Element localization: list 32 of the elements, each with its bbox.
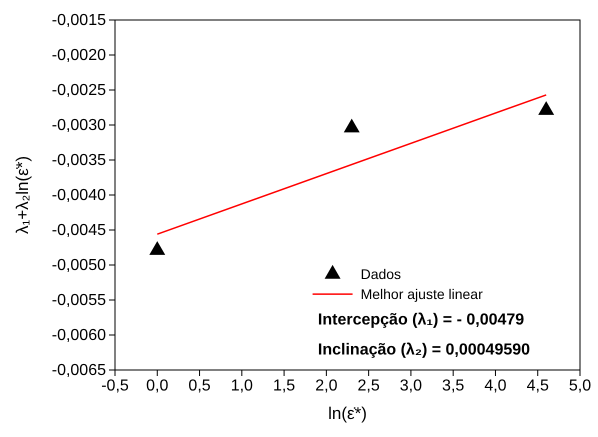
- x-tick-label: 4,5: [526, 377, 549, 394]
- x-tick-label: 3,0: [400, 377, 422, 394]
- x-tick-label: 0,5: [188, 377, 211, 394]
- x-axis-title: ln(ε̇*): [328, 404, 367, 423]
- x-tick-label: 2,0: [315, 377, 338, 394]
- y-tick-label: -0,0045: [52, 222, 106, 240]
- y-tick-label: -0,0030: [52, 117, 106, 134]
- annotation: Inclinação (λ₂) = 0,00049590: [318, 342, 530, 358]
- y-axis-title: λ₁+λ₂ln(ε̇*): [13, 156, 32, 234]
- x-tick-label: -0,5: [101, 377, 129, 394]
- y-tick-label: -0,0060: [52, 327, 106, 344]
- legend-label: Dados: [360, 266, 402, 282]
- y-tick-label: -0,0020: [52, 47, 106, 64]
- y-tick-label: -0,0015: [52, 12, 106, 30]
- y-tick-label: -0,0035: [52, 152, 106, 170]
- x-tick-label: 2,5: [358, 377, 380, 394]
- x-tick-label: 5,0: [568, 377, 592, 394]
- x-tick-label: 1,0: [230, 377, 254, 394]
- x-tick-label: 0,0: [146, 377, 168, 394]
- x-tick-label: 1,5: [272, 377, 296, 394]
- point: [344, 118, 360, 132]
- annotation: Intercepção (λ₁) = - 0,00479: [318, 312, 524, 328]
- y-tick-label: -0,0065: [52, 362, 106, 380]
- point: [538, 101, 554, 115]
- y-tick-label: -0,0055: [52, 292, 106, 310]
- y-tick-label: -0,0050: [52, 257, 106, 274]
- x-tick-label: 3,5: [442, 377, 464, 394]
- point: [149, 241, 166, 255]
- legend-label: Melhor ajuste linear: [360, 286, 484, 302]
- y-tick-label: -0,0025: [52, 82, 106, 100]
- x-tick-label: 4,0: [484, 377, 507, 394]
- y-tick-label: -0,0040: [52, 187, 106, 204]
